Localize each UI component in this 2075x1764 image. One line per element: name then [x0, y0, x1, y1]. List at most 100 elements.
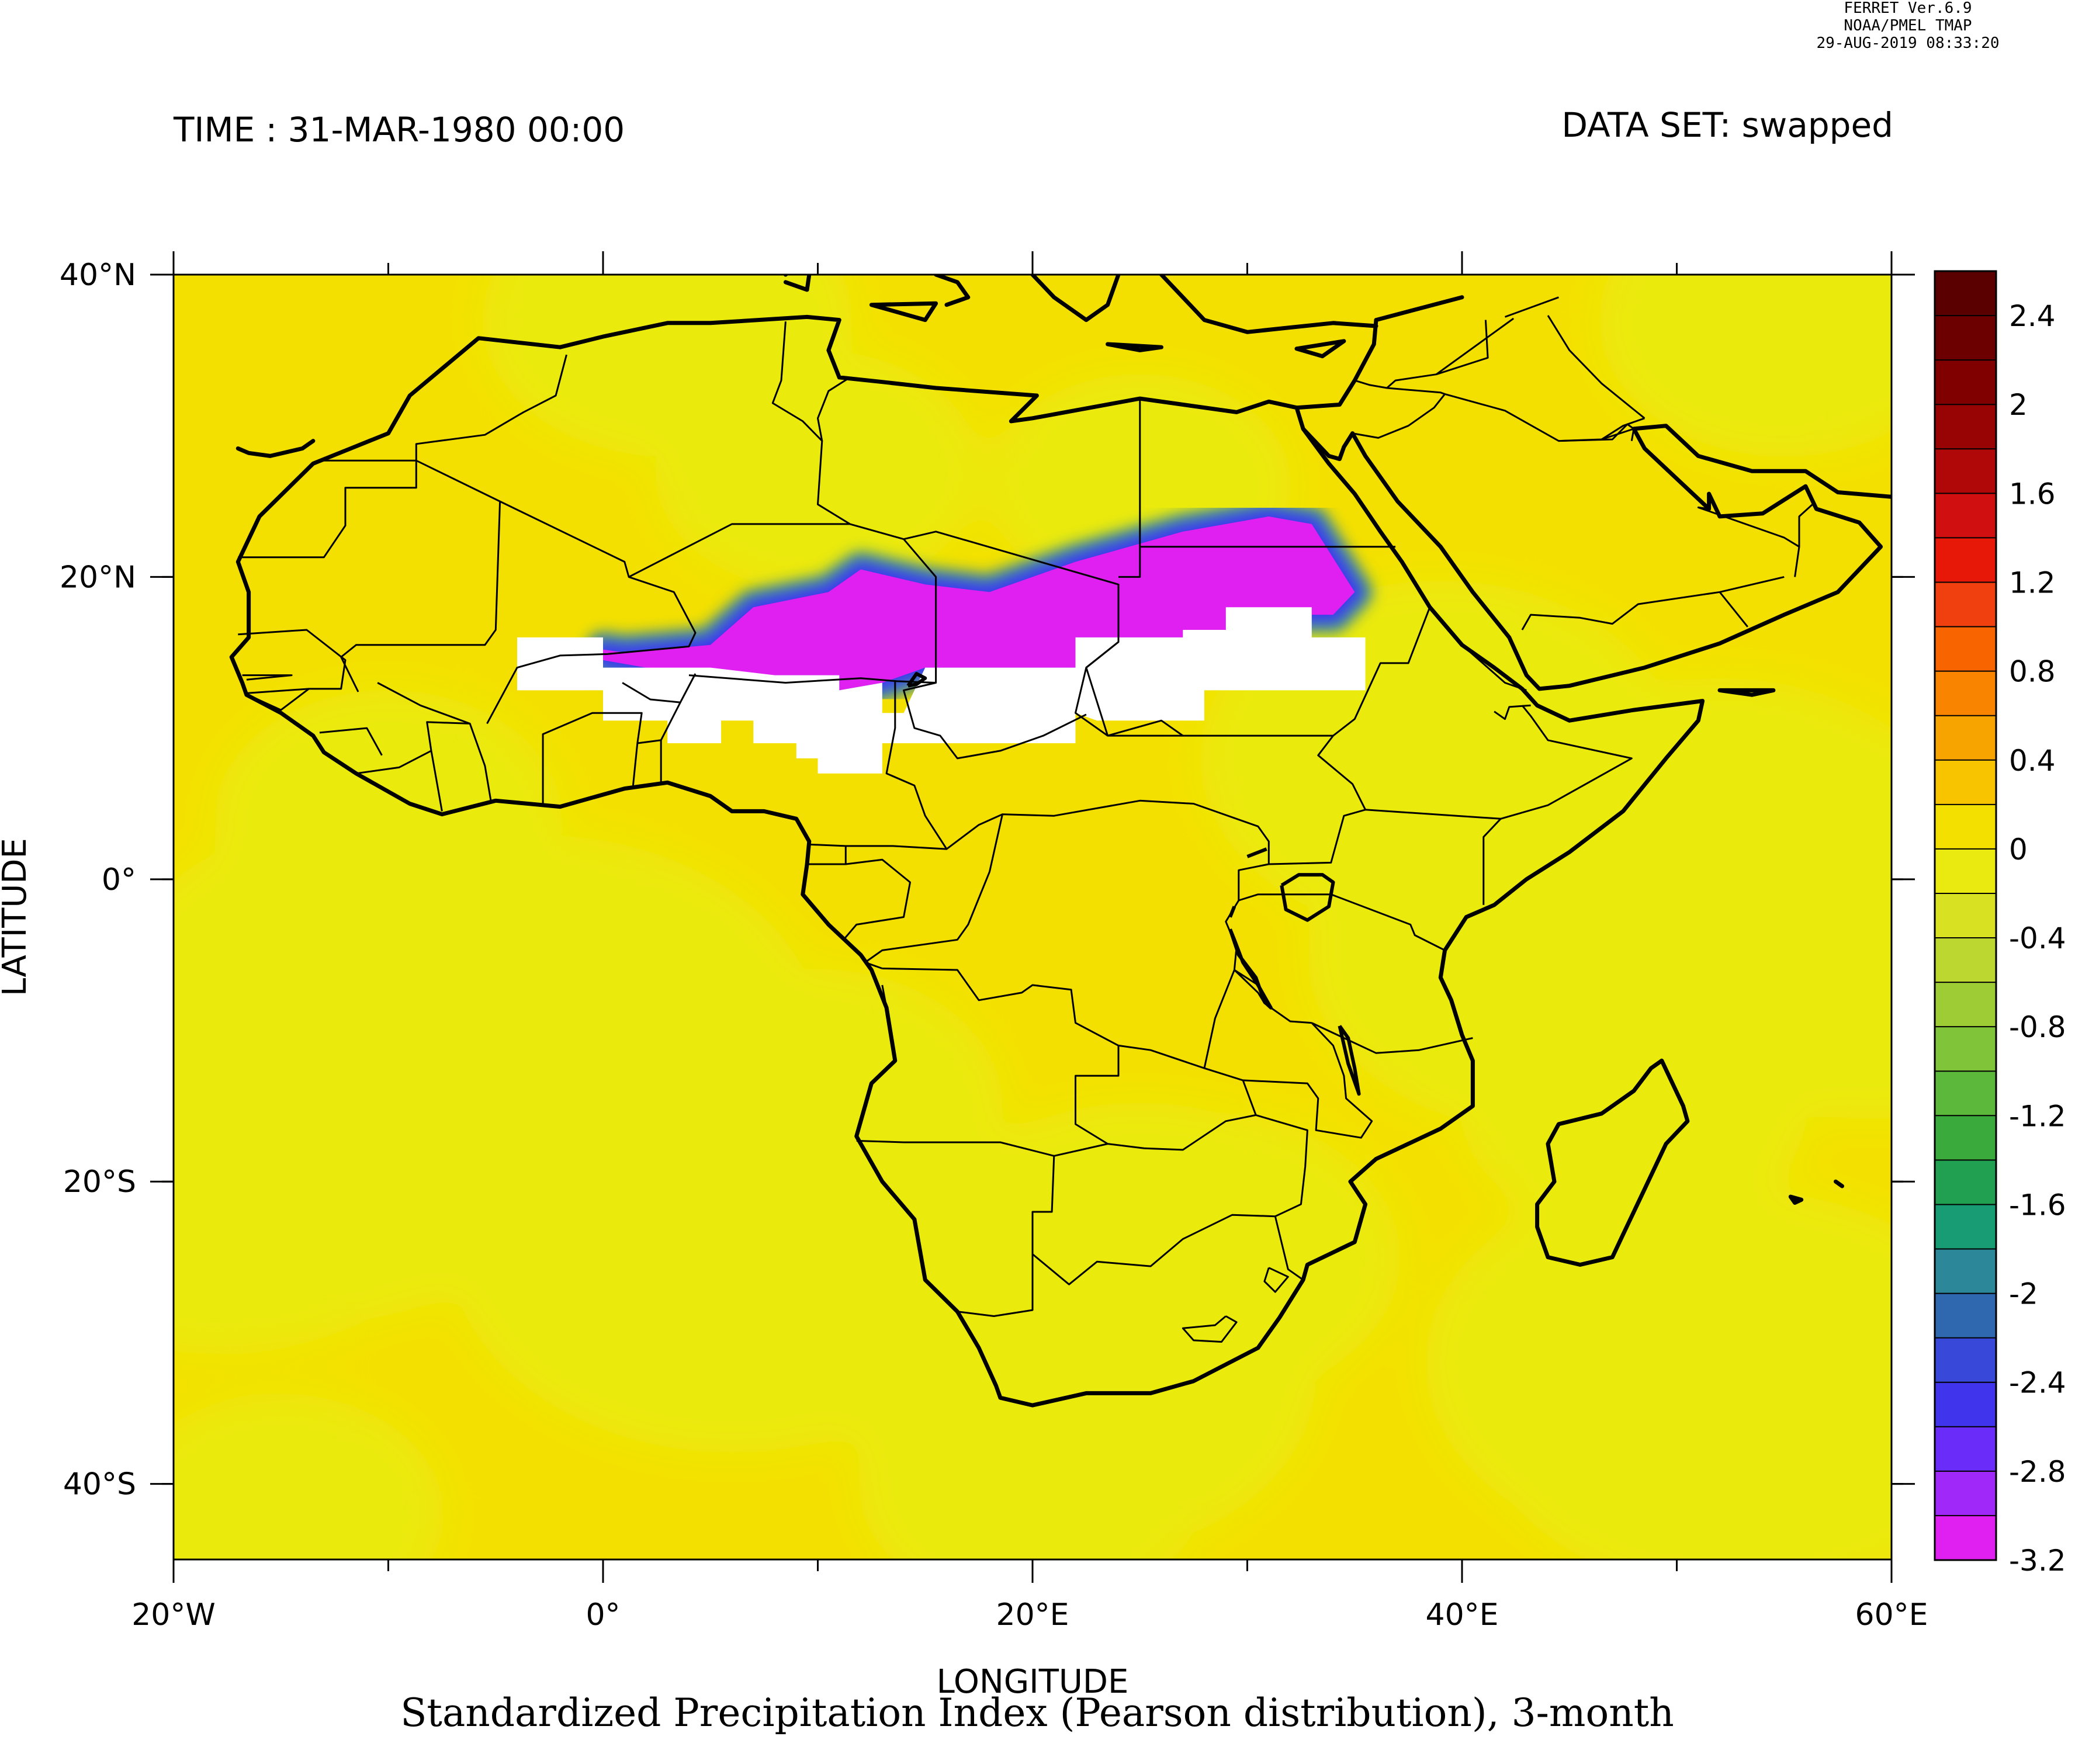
border-line	[1719, 591, 1748, 628]
y-tick-label: 20°N	[60, 560, 136, 595]
x-tick-label: 20°E	[996, 1597, 1069, 1633]
colorbar-band	[1935, 1337, 1996, 1383]
border-line	[415, 354, 567, 461]
colorbar-label: -2	[2009, 1277, 2038, 1311]
colorbar-label: 0	[2009, 833, 2028, 867]
border-line	[1107, 719, 1184, 737]
field-blob	[655, 351, 981, 592]
colorbar-band	[1935, 538, 1996, 583]
field-blob	[174, 1394, 444, 1559]
y-tick-label: 0°	[102, 862, 136, 897]
border-line	[1504, 296, 1559, 318]
y-tick-label: 20°S	[63, 1165, 136, 1200]
border-line	[1601, 417, 1645, 441]
x-tick-label: 20°W	[131, 1597, 216, 1633]
colorbar-band	[1935, 1382, 1996, 1427]
coast-line	[1834, 1179, 1844, 1188]
colorbar-band	[1935, 582, 1996, 628]
border-line	[679, 673, 697, 703]
coast-line	[1294, 295, 1464, 410]
border-line	[1238, 893, 1446, 951]
coast-line	[229, 314, 1705, 1408]
missing-data-region	[517, 607, 1366, 774]
border-line	[1436, 317, 1515, 375]
colorbar-label: -2.4	[2009, 1366, 2066, 1400]
time-label: TIME : 31-MAR-1980 00:00	[173, 110, 625, 150]
coast-line	[1030, 275, 1121, 323]
colorbar-band	[1935, 982, 1996, 1027]
colorbar-label: 1.6	[2009, 477, 2056, 511]
border-line	[1354, 379, 1634, 442]
lake-outline	[1280, 873, 1335, 922]
colorbar: 2.4 2 1.6 1.2 0.8 0.4 0 -0.4 -0.8 -1.2 -1.6 -2 -2.4 -…	[1934, 270, 2066, 1578]
colorbar-band	[1935, 893, 1996, 938]
field-blob	[1460, 977, 1807, 1235]
colorbar-band	[1935, 1115, 1996, 1160]
coast-line	[869, 301, 938, 323]
field-blob	[174, 949, 490, 1354]
lake-outline	[906, 672, 927, 688]
colorbar-band	[1935, 760, 1996, 805]
coastlines	[229, 275, 1892, 1408]
coast-line	[1159, 275, 1378, 334]
border-line	[1263, 1267, 1289, 1293]
map-panel: 20°W 0° 20°E 40°E 60°E 40°N 20°N 0° 20°S 40°S LO…	[0, 251, 1928, 1701]
colorbar-band	[1935, 1515, 1996, 1561]
header: FERRET Ver.6.9 NOAA/PMEL TMAP 29-AUG-201…	[173, 0, 2000, 150]
border-line	[817, 376, 851, 441]
border-line	[1032, 1214, 1276, 1285]
border-line	[946, 799, 1270, 864]
colorbar-band	[1935, 1204, 1996, 1250]
border-line	[1547, 315, 1646, 419]
colorbar-label: 2.4	[2009, 299, 2056, 333]
coast-line	[1106, 342, 1163, 352]
coast-line	[1301, 424, 1892, 691]
colorbar-band	[1935, 493, 1996, 538]
border-line	[1118, 546, 1141, 578]
missing-block	[603, 607, 1366, 774]
border-line	[622, 682, 681, 741]
border-line	[771, 321, 851, 525]
border-line	[1332, 607, 1431, 737]
field-blob	[859, 1355, 1206, 1559]
colorbar-label: -1.6	[2009, 1188, 2066, 1222]
y-tick-label: 40°S	[63, 1467, 136, 1502]
field-blob	[1599, 275, 1892, 457]
coast-line	[934, 275, 971, 307]
timestamp-stamp: 29-AUG-2019 08:33:20	[1816, 34, 1999, 52]
y-axis-label: LATITUDE	[0, 838, 34, 996]
extreme-dry-core	[603, 516, 1355, 691]
colorbar-label: -3.2	[2009, 1544, 2066, 1578]
colorbar-band	[1935, 1471, 1996, 1516]
border-line	[882, 968, 1145, 1149]
border-line	[238, 629, 347, 695]
program-stamp: FERRET Ver.6.9	[1844, 0, 1972, 17]
colorbar-band	[1935, 360, 1996, 405]
x-tick-label: 0°	[586, 1597, 620, 1633]
field-blob	[1009, 1112, 1400, 1402]
border-line	[356, 750, 432, 775]
colorbar-band	[1935, 1027, 1996, 1072]
border-line	[1139, 398, 1396, 548]
colorbar-band	[1935, 1071, 1996, 1116]
lake-outline	[1338, 1025, 1361, 1096]
border-line	[1500, 705, 1633, 820]
border-line	[542, 712, 643, 804]
missing-block	[517, 637, 603, 691]
x-axis-label: LONGITUDE	[937, 1663, 1129, 1701]
dataset-label: DATA SET: swapped	[1561, 105, 1893, 145]
x-tick-label: 60°E	[1855, 1597, 1928, 1633]
coast-line	[783, 275, 812, 292]
border-line	[1182, 1315, 1238, 1343]
colorbar-band	[1935, 449, 1996, 494]
lake-outline	[1228, 928, 1273, 1010]
coast-line	[1294, 339, 1346, 359]
colorbar-label: 0.8	[2009, 655, 2056, 689]
coast-line	[1717, 688, 1776, 697]
border-line	[319, 727, 383, 756]
lake-outline	[1228, 906, 1236, 918]
coast-line	[235, 439, 316, 458]
colorbar-band	[1935, 271, 1996, 316]
border-line	[903, 682, 1087, 760]
